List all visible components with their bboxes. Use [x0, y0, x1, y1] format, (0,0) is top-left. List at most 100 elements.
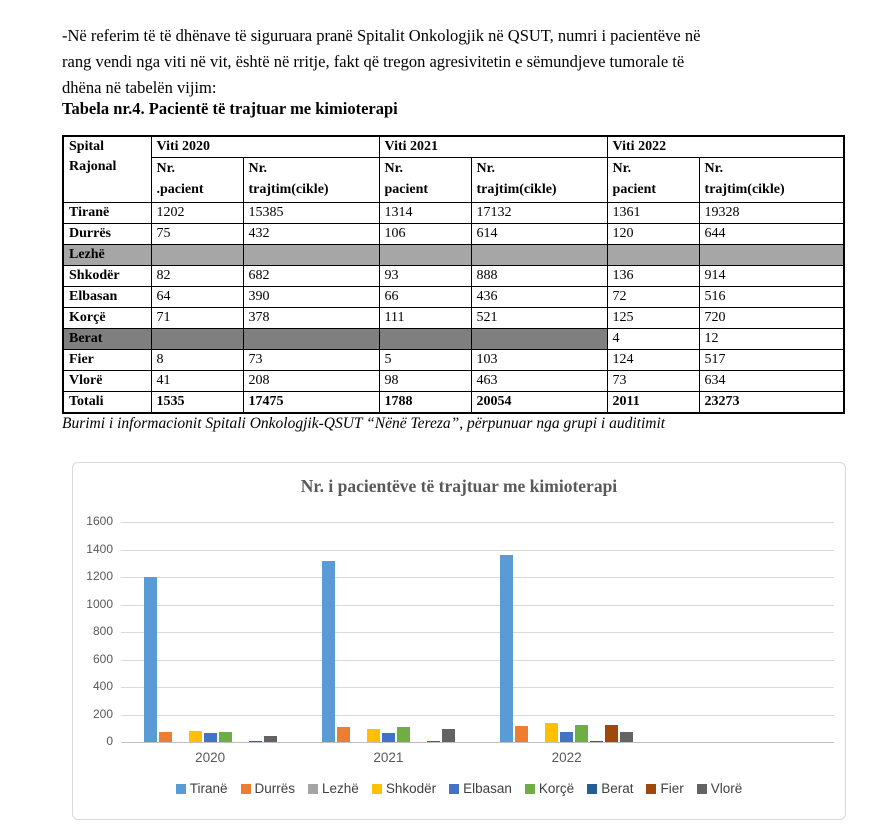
cell-value: 124 — [606, 349, 700, 371]
chart-plot-area — [121, 522, 834, 743]
cell-value — [606, 244, 700, 266]
legend-label: Shkodër — [385, 781, 437, 796]
subheader-line: Nr. — [476, 161, 496, 176]
legend-label: Korçë — [538, 781, 575, 796]
legend-item-vlorë: Vlorë — [696, 781, 742, 796]
chart-container: Nr. i pacientëve të trajtuar me kimioter… — [72, 462, 846, 820]
bar-group-2020 — [121, 522, 299, 742]
cell-value: 720 — [698, 307, 845, 329]
cell-value: 98 — [378, 370, 472, 392]
cell-value: 2011 — [606, 391, 700, 414]
legend-label: Fier — [660, 781, 684, 796]
gridline — [121, 604, 834, 606]
cell-value: 19328 — [698, 202, 845, 224]
legend-item-fier: Fier — [646, 781, 684, 796]
legend-swatch-icon — [240, 783, 251, 794]
table-row: Berat 4 12 — [62, 328, 845, 350]
gridline — [121, 659, 834, 661]
bar-vlorë-2020 — [263, 736, 277, 742]
cell-value: 432 — [242, 223, 380, 245]
y-axis-label: 1000 — [86, 596, 113, 611]
intro-paragraph: -Në referim të të dhënave të siguruara p… — [62, 25, 701, 97]
source-note: Burimi i informacionit Spitali Onkologji… — [62, 414, 666, 432]
legend-swatch-icon — [696, 783, 707, 794]
bar-group-2022 — [478, 522, 656, 742]
bar-fier-2020 — [248, 740, 262, 742]
legend-item-berat: Berat — [587, 781, 633, 796]
subheader-line: pacient — [612, 182, 657, 197]
legend-label: Lezhë — [322, 781, 359, 796]
legend-label: Durrës — [254, 781, 296, 796]
legend-label: Tiranë — [189, 781, 228, 796]
table-row: Fier 8 73 5 103 124 517 — [62, 349, 845, 371]
bar-vlorë-2022 — [620, 731, 634, 742]
bar-durrës-2022 — [515, 725, 529, 742]
cell-value: 111 — [378, 307, 472, 329]
legend-item-lezhë: Lezhë — [308, 781, 359, 796]
legend-item-korçë: Korçë — [524, 781, 575, 796]
cell-value: 125 — [606, 307, 700, 329]
row-label: Elbasan — [62, 286, 152, 308]
bar-elbasan-2021 — [381, 732, 395, 742]
bar-tiranë-2022 — [500, 554, 514, 742]
patients-table: Spital Rajonal Viti 2020 Viti 2021 Viti 2022… — [62, 135, 846, 414]
cell-value: 4 — [606, 328, 700, 350]
subheader-line: trajtim(cikle) — [704, 182, 785, 197]
cell-value: 73 — [606, 370, 700, 392]
row-label: Fier — [62, 349, 152, 371]
bar-durrës-2021 — [336, 727, 350, 742]
bar-elbasan-2020 — [203, 733, 217, 742]
x-axis-label-2021: 2021 — [373, 750, 404, 765]
cell-value: 614 — [470, 223, 608, 245]
subheader-line: Nr. — [156, 161, 176, 176]
table-row: Elbasan 64 390 66 436 72 516 — [62, 286, 845, 308]
gridline — [121, 549, 834, 551]
cell-value: 71 — [150, 307, 244, 329]
y-axis-label: 600 — [92, 651, 113, 666]
bar-korçë-2021 — [396, 726, 410, 742]
corner-header: Spital Rajonal — [62, 135, 152, 203]
bar-durrës-2020 — [158, 731, 172, 742]
gridline — [121, 522, 834, 523]
cell-value: 634 — [698, 370, 845, 392]
bar-tiranë-2021 — [321, 561, 335, 742]
table-row: Lezhë — [62, 244, 845, 266]
row-label: Vlorë — [62, 370, 152, 392]
cell-value — [470, 328, 608, 350]
row-label: Shkodër — [62, 265, 152, 287]
legend-swatch-icon — [308, 783, 319, 794]
y-axis-label: 400 — [92, 679, 113, 693]
bar-korçë-2020 — [218, 732, 232, 742]
cell-value: 82 — [150, 265, 244, 287]
cell-value — [378, 328, 472, 350]
bar-tiranë-2020 — [143, 576, 157, 742]
cell-value: 516 — [698, 286, 845, 308]
table-row: Tiranë 1202 15385 1314 17132 1361 19328 — [62, 202, 845, 224]
bar-shkodër-2022 — [545, 723, 559, 742]
y-axis-label: 800 — [92, 624, 113, 638]
cell-value: 390 — [242, 286, 380, 308]
cell-value: 75 — [150, 223, 244, 245]
subheader-line: Nr. — [248, 161, 268, 176]
cell-value — [150, 244, 244, 266]
year-header: Viti 2022 — [606, 135, 845, 158]
subheader-line: trajtim(cikle) — [476, 182, 557, 197]
legend-label: Elbasan — [463, 781, 512, 796]
row-label: Totali — [62, 391, 152, 414]
bar-shkodër-2021 — [366, 729, 380, 742]
cell-value: 72 — [606, 286, 700, 308]
row-label: Korçë — [62, 307, 152, 329]
cell-value: 682 — [242, 265, 380, 287]
y-axis-label: 200 — [92, 706, 113, 721]
table-row: Shkodër 82 682 93 888 136 914 — [62, 265, 845, 287]
cell-value: 23273 — [698, 391, 845, 414]
table-title: Tabela nr.4. Pacientë të trajtuar me kim… — [62, 99, 398, 118]
legend-item-elbasan: Elbasan — [449, 781, 512, 796]
cell-value: 644 — [698, 223, 845, 245]
cell-value: 1788 — [378, 391, 472, 414]
cell-value: 17132 — [470, 202, 608, 224]
chart-title: Nr. i pacientëve të trajtuar me kimioter… — [300, 476, 618, 496]
table-row: Vlorë 41 208 98 463 73 634 — [62, 370, 845, 392]
cell-value: 41 — [150, 370, 244, 392]
gridline — [121, 687, 834, 688]
